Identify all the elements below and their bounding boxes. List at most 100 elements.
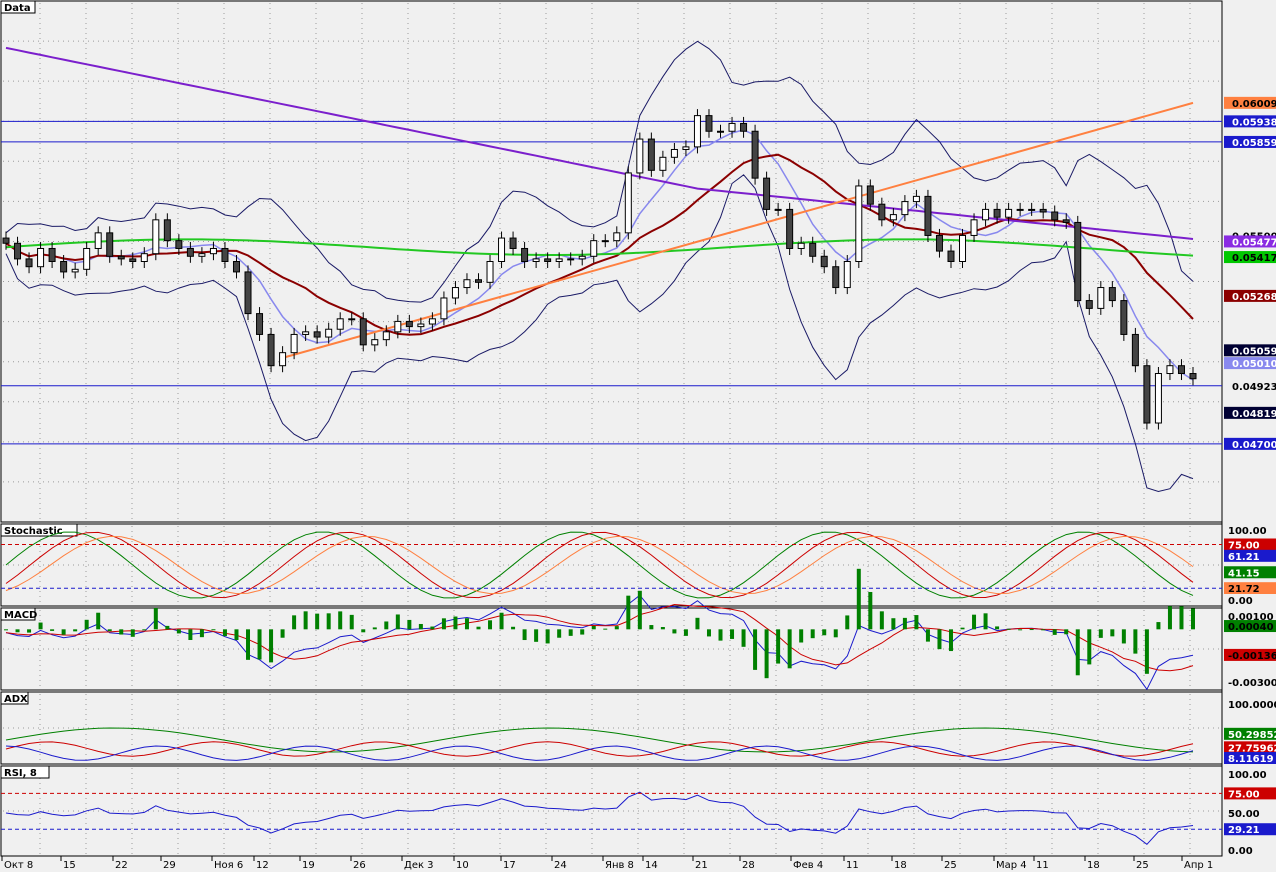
candle [94, 232, 102, 249]
macd-histogram-bar [1006, 628, 1011, 630]
candle [417, 323, 425, 328]
indicator-tag-bg [1224, 787, 1276, 800]
candle [221, 247, 229, 263]
candle [1154, 373, 1162, 424]
x-tick-label: 17 [503, 860, 516, 871]
candle [532, 258, 540, 262]
panel-title-adx: ADX [4, 694, 28, 705]
indicator-tag-label: -0.00136 [1228, 651, 1276, 662]
candle [1028, 208, 1036, 211]
candle [959, 234, 967, 262]
price-tag-label: 0.05938 [1232, 117, 1276, 128]
macd-histogram-bar [995, 626, 1000, 630]
candle [359, 318, 367, 346]
candle [901, 201, 909, 216]
candle [267, 333, 275, 367]
macd-histogram-bar [706, 629, 711, 637]
adx-minus-di-line [5, 745, 1194, 761]
candle [1051, 211, 1059, 221]
indicator-tag-label: -0.00300 [1228, 678, 1276, 689]
stoch-slow-line [5, 535, 1194, 595]
candle [244, 271, 252, 315]
indicator-tag-bg [1224, 566, 1276, 579]
indicator-tag: 100.00 [1224, 524, 1276, 537]
macd-histogram-bar [27, 629, 32, 633]
candle [498, 237, 506, 262]
candle [209, 247, 217, 255]
price-tag-label: 0.04923 [1232, 382, 1276, 393]
candle [647, 138, 655, 171]
macd-histogram-bar [1191, 608, 1195, 630]
price-tag-bg [1224, 379, 1276, 392]
macd-histogram-bar [799, 629, 804, 643]
price-tag-label: 0.04819 [1232, 409, 1276, 420]
candle [25, 258, 33, 268]
candle [659, 156, 667, 171]
candle [935, 234, 943, 252]
indicator-tag-label: 100.00 [1228, 526, 1267, 537]
x-tick-label: Фев 4 [793, 860, 823, 871]
macd-histogram-bar [937, 629, 942, 650]
macd-histogram-bar [637, 590, 642, 630]
candle [590, 240, 598, 257]
macd-histogram-bar [315, 613, 320, 630]
x-tick-label: Мар 4 [996, 860, 1027, 871]
indicator-tag-label: 100.00 [1228, 770, 1267, 781]
indicator-tag: 0.00100 [1224, 610, 1276, 623]
price-tag: 0.05938 [1224, 115, 1276, 128]
indicator-tag-label: 21.72 [1228, 584, 1260, 595]
price-tag: 0.05477 [1224, 235, 1276, 248]
macd-histogram-bar [407, 619, 412, 630]
macd-histogram-bar [522, 629, 527, 641]
x-tick-label: 18 [1087, 860, 1100, 871]
candle [60, 261, 68, 273]
macd-histogram-bar [222, 629, 227, 637]
macd-histogram-bar [730, 629, 735, 639]
macd-histogram-bar [545, 629, 550, 644]
macd-histogram-bar [130, 629, 135, 637]
macd-histogram-bar [4, 629, 8, 631]
indicator-tag-label: 41.15 [1228, 568, 1260, 579]
indicator-tag: 50.29852 [1224, 727, 1276, 741]
candle [71, 268, 79, 273]
price-tag: 0.04819 [1224, 406, 1276, 420]
indicator-tag: -0.00136 [1224, 648, 1276, 662]
macd-histogram-bar [948, 629, 953, 652]
macd-histogram-bar [453, 616, 458, 630]
candle [232, 261, 240, 273]
macd-histogram-bar [833, 629, 838, 638]
indicator-tag-bg [1224, 741, 1276, 754]
indicator-tag: 0.00 [1224, 594, 1276, 607]
macd-histogram-bar [810, 629, 815, 639]
indicator-tag-bg [1224, 698, 1276, 710]
x-tick-label: Апр 1 [1184, 860, 1213, 871]
price-tag-label: 0.05010 [1232, 359, 1276, 370]
candle [140, 253, 148, 262]
candle [970, 219, 978, 236]
macd-histogram-bar [603, 628, 608, 630]
macd-histogram-bar [372, 627, 377, 630]
indicator-tag: 61.21 [1224, 549, 1276, 563]
x-tick-label: 22 [115, 860, 128, 871]
candle [624, 172, 632, 234]
candle [474, 279, 482, 283]
price-tag-label: 0.06009 [1232, 99, 1276, 110]
candle [325, 328, 333, 338]
candle [152, 219, 160, 255]
macd-histogram-bar [1110, 629, 1115, 637]
indicator-tag: -0.00300 [1224, 675, 1276, 689]
macd-histogram-bar [972, 614, 977, 630]
macd-histogram-bar [983, 613, 988, 630]
macd-histogram-bar [38, 622, 43, 630]
candle [993, 208, 1001, 218]
indicator-tag-label: 0.00100 [1228, 612, 1274, 623]
indicator-tag-label: 61.21 [1228, 552, 1260, 563]
macd-histogram-bar [1179, 606, 1184, 630]
macd-histogram-bar [269, 629, 274, 663]
macd-histogram-bar [925, 629, 930, 642]
candle [405, 320, 413, 328]
x-tick-label: 12 [256, 860, 269, 871]
candle [912, 195, 920, 203]
macd-histogram-bar [660, 627, 665, 630]
candle [555, 258, 563, 262]
